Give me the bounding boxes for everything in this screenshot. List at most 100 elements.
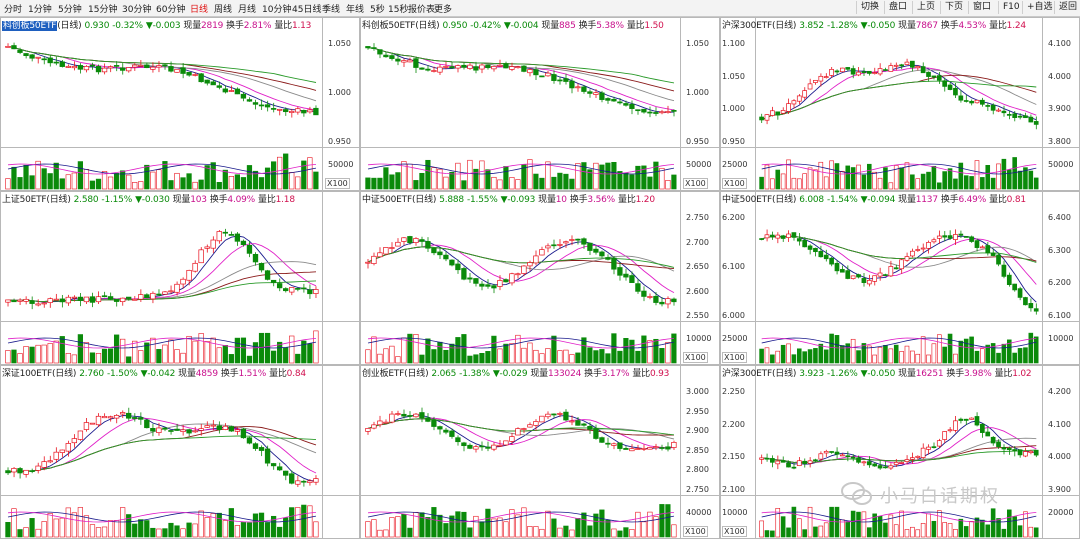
volume-bar — [593, 162, 599, 190]
toolbar-button-2[interactable]: 上页 — [912, 1, 935, 14]
volume-bar — [77, 161, 84, 190]
candle-body — [635, 448, 641, 450]
volume-bar — [295, 507, 301, 538]
volume-bar — [823, 522, 829, 538]
period-tab-2[interactable]: 5分钟 — [58, 5, 82, 15]
period-tab-4[interactable]: 30分钟 — [122, 5, 152, 15]
volume-bar — [240, 337, 247, 364]
volume-bar — [234, 174, 241, 190]
period-tab-1[interactable]: 1分钟 — [28, 5, 52, 15]
volume-bar — [888, 514, 894, 538]
chart-panel-1[interactable]: 科创板50ETF(日线) 0.950 -0.42% ▼-0.004 现量885 换手5.3… — [360, 17, 720, 191]
toolbar-button-6[interactable]: +自选 — [1022, 1, 1053, 14]
period-tab-16[interactable]: 更多 — [434, 5, 453, 15]
period-tab-3[interactable]: 15分钟 — [88, 5, 118, 15]
volume-bar — [83, 342, 90, 364]
chart-panel-8[interactable]: 沪深300ETF(日线) 3.923 -1.26% ▼-0.050 现量16251 换手3… — [720, 365, 1080, 539]
chart-panel-6[interactable]: 深证100ETF(日线) 2.760 -1.50% ▼-0.042 现量4859 换手1.… — [0, 365, 360, 539]
chart-panel-7[interactable]: 创业板ETF(日线) 2.065 -1.38% ▼-0.029 现量133024 换手3.… — [360, 365, 720, 539]
candle-body — [671, 441, 677, 448]
volume-bar — [883, 345, 888, 364]
period-tab-9[interactable]: 10分钟 — [262, 5, 292, 15]
candle-body — [283, 288, 289, 292]
volume-bar — [910, 526, 915, 538]
chart-panel-2[interactable]: 沪深300ETF(日线) 3.852 -1.28% ▼-0.050 现量7867 换手4.… — [720, 17, 1080, 191]
period-tab-12[interactable]: 年线 — [346, 5, 365, 15]
candle-body — [958, 233, 964, 236]
title-period: (日线) — [57, 21, 82, 31]
candle-body — [791, 466, 797, 469]
volume-bar — [473, 354, 479, 364]
volume-bar — [861, 511, 867, 538]
volume-bar — [461, 511, 467, 538]
candle-body — [557, 244, 563, 246]
volume-bar — [107, 176, 114, 190]
toolbar-button-7[interactable]: 返回 — [1054, 1, 1077, 14]
candle-body — [150, 292, 156, 300]
candle-body — [947, 84, 953, 90]
period-tab-10[interactable]: 45日线 — [292, 5, 322, 15]
title-pct: -1.50% — [106, 369, 138, 379]
toolbar-button-1[interactable]: 盘口 — [884, 1, 907, 14]
volume-bar — [29, 518, 35, 538]
title-turn: 4.53% — [958, 21, 987, 31]
period-tab-7[interactable]: 周线 — [214, 5, 233, 15]
candle-body — [920, 247, 926, 250]
candle-body — [840, 269, 845, 273]
candle-body — [240, 93, 247, 99]
period-tab-14[interactable]: 15秒 — [388, 5, 409, 15]
period-tab-13[interactable]: 5秒 — [370, 5, 385, 15]
toolbar-button-5[interactable]: F10 — [998, 1, 1020, 14]
toolbar-button-4[interactable]: 窗口 — [968, 1, 991, 14]
candle-body — [1033, 308, 1039, 312]
candle-body — [35, 465, 41, 471]
ma-line-45 — [761, 80, 1037, 121]
candle-body — [455, 437, 461, 443]
volume-bar — [283, 517, 289, 538]
volume-bar — [83, 169, 90, 190]
period-tab-15[interactable]: 报价表 — [408, 5, 436, 15]
y-axis-label: 1.000 — [722, 104, 745, 114]
toolbar-button-0[interactable]: 切换 — [856, 1, 879, 14]
title-pct: -1.28% — [826, 21, 858, 31]
candle-body — [904, 256, 910, 261]
period-tab-8[interactable]: 月线 — [238, 5, 257, 15]
period-tab-0[interactable]: 分时 — [4, 5, 23, 15]
candle-body — [276, 108, 283, 111]
chart-panel-4[interactable]: 中证500ETF(日线) 5.888 -1.55% ▼-0.093 现量10 换手3.56… — [360, 191, 720, 365]
volume-bar — [449, 343, 455, 364]
candle-body — [264, 104, 271, 108]
candle-body — [59, 449, 65, 453]
title-turn-label: 换手 — [578, 21, 597, 31]
volume-bar — [599, 509, 605, 538]
candle-body — [581, 86, 587, 92]
period-tab-11[interactable]: 季线 — [322, 5, 341, 15]
volume-bar — [780, 344, 786, 364]
period-tab-5[interactable]: 60分钟 — [156, 5, 186, 15]
volume-bar — [990, 508, 996, 538]
chart-panel-0[interactable]: 科创板50ETF(日线) 0.930 -0.32% ▼-0.003 现量2819 换手2.… — [0, 17, 360, 191]
candle-body — [796, 238, 802, 242]
chart-panel-5[interactable]: 中证500ETF(日线) 6.008 -1.54% ▼-0.094 现量1137 换手6.… — [720, 191, 1080, 365]
volume-bar — [635, 350, 641, 364]
candle-body — [877, 465, 883, 469]
volume-bar — [162, 528, 168, 538]
candle-body — [89, 422, 96, 425]
panel-border — [0, 17, 360, 191]
y-axis-label: 0.950 — [686, 137, 709, 146]
volume-bar — [1001, 343, 1007, 364]
candle-body — [431, 247, 437, 254]
candle-body — [479, 445, 485, 448]
period-tab-6[interactable]: 日线 — [190, 5, 209, 15]
panel-border — [0, 365, 360, 539]
y-axis-label: 2.600 — [686, 286, 709, 296]
toolbar-button-3[interactable]: 下页 — [940, 1, 963, 14]
chart-panel-3[interactable]: 上证50ETF(日线) 2.580 -1.15% ▼-0.030 现量103 换手4.09… — [0, 191, 360, 365]
volume-bar — [77, 334, 84, 364]
volume-bar — [186, 335, 192, 364]
volume-bar — [563, 525, 569, 538]
y-axis-label-right: 4.100 — [1048, 39, 1071, 48]
volume-bar — [41, 521, 47, 538]
volume-bar — [467, 355, 473, 364]
title-chg: ▼-0.029 — [492, 369, 528, 379]
